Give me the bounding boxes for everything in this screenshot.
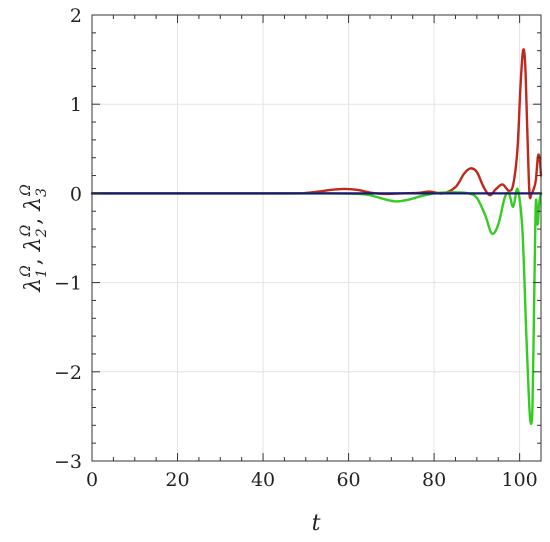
plot-frame: [91, 14, 542, 462]
x-tick-label-1: 20: [165, 469, 189, 491]
series-line-1: [90, 48, 543, 200]
x-tick-label-0: 0: [86, 469, 98, 491]
axis-tick-labels: 0 20 40 60 80 100 2 1 0 −1 −2 −3: [54, 5, 538, 491]
y-label-sep1: ,: [21, 251, 46, 265]
x-tick-label-4: 80: [422, 469, 446, 491]
y-tick-label-3: −1: [54, 273, 82, 295]
x-tick-label-3: 60: [336, 469, 360, 491]
series-lines: [90, 48, 543, 426]
x-tick-label-5: 100: [501, 469, 537, 491]
y-tick-label-2: 0: [70, 183, 82, 205]
y-label-part2-sup: Ω: [18, 224, 34, 237]
y-label-part2-sub: 2: [34, 228, 50, 238]
axis-ticks: [91, 14, 542, 462]
y-label-part3-base: λ: [21, 197, 46, 212]
y-tick-label-5: −3: [54, 451, 82, 473]
y-tick-label-1: 1: [70, 94, 82, 116]
y-label-sep2: ,: [21, 211, 46, 225]
x-tick-label-2: 40: [251, 469, 275, 491]
y-label-part3-sub: 3: [34, 188, 50, 197]
y-label-part3-sup: Ω: [18, 184, 34, 197]
y-tick-label-4: −2: [54, 362, 82, 384]
y-label-part2-base: λ: [21, 237, 46, 252]
y-axis-label-text: λ1Ω, λ2Ω, λ3Ω: [18, 184, 50, 293]
series-line-2: [90, 187, 543, 426]
y-label-part1-base: λ: [21, 278, 46, 293]
y-axis-label: λ1Ω, λ2Ω, λ3Ω: [18, 184, 50, 293]
y-label-part1-sub: 1: [34, 269, 50, 278]
y-label-part1-sup: Ω: [18, 265, 34, 278]
y-tick-label-0: 2: [70, 5, 82, 27]
x-axis-label: t: [312, 511, 321, 536]
